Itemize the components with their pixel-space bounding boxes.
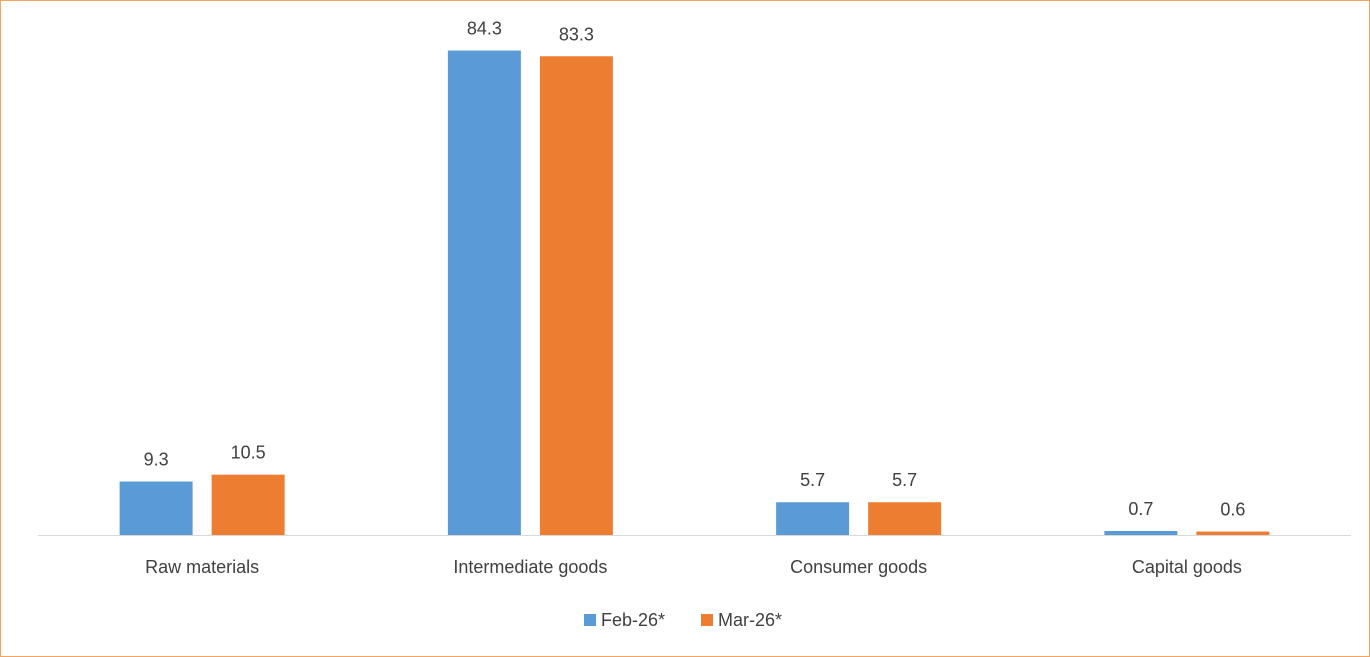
legend-label-1: Mar-26* xyxy=(718,610,782,630)
bar-3-0 xyxy=(1104,530,1178,535)
bars-group xyxy=(119,50,1270,535)
value-label-1-1: 83.3 xyxy=(559,24,594,44)
bar-3-1 xyxy=(1196,531,1270,535)
legend: Feb-26* Mar-26* xyxy=(584,610,782,630)
x-tick-label-3: Capital goods xyxy=(1132,557,1242,577)
value-label-1-0: 84.3 xyxy=(467,19,502,39)
bar-0-0 xyxy=(119,481,193,535)
bar-2-1 xyxy=(868,502,942,535)
legend-swatch-1 xyxy=(701,614,713,626)
bar-1-0 xyxy=(447,50,521,535)
value-label-2-1: 5.7 xyxy=(892,470,917,490)
value-label-0-1: 10.5 xyxy=(231,443,266,463)
bar-2-0 xyxy=(776,502,850,535)
value-label-3-1: 0.6 xyxy=(1220,500,1245,520)
value-labels-group: 9.3 10.5 84.3 83.3 5.7 5.7 0.7 0.6 xyxy=(144,19,1246,520)
legend-label-0: Feb-26* xyxy=(601,610,665,630)
value-label-0-0: 9.3 xyxy=(144,450,169,470)
x-tick-labels-group: Raw materials Intermediate goods Consumer … xyxy=(145,557,1242,577)
legend-swatch-0 xyxy=(584,614,596,626)
value-label-2-0: 5.7 xyxy=(800,470,825,490)
bar-1-1 xyxy=(539,56,613,535)
x-tick-label-2: Consumer goods xyxy=(790,557,927,577)
bar-0-1 xyxy=(211,474,285,535)
x-tick-label-1: Intermediate goods xyxy=(453,557,607,577)
value-label-3-0: 0.7 xyxy=(1128,499,1153,519)
x-tick-label-0: Raw materials xyxy=(145,557,259,577)
